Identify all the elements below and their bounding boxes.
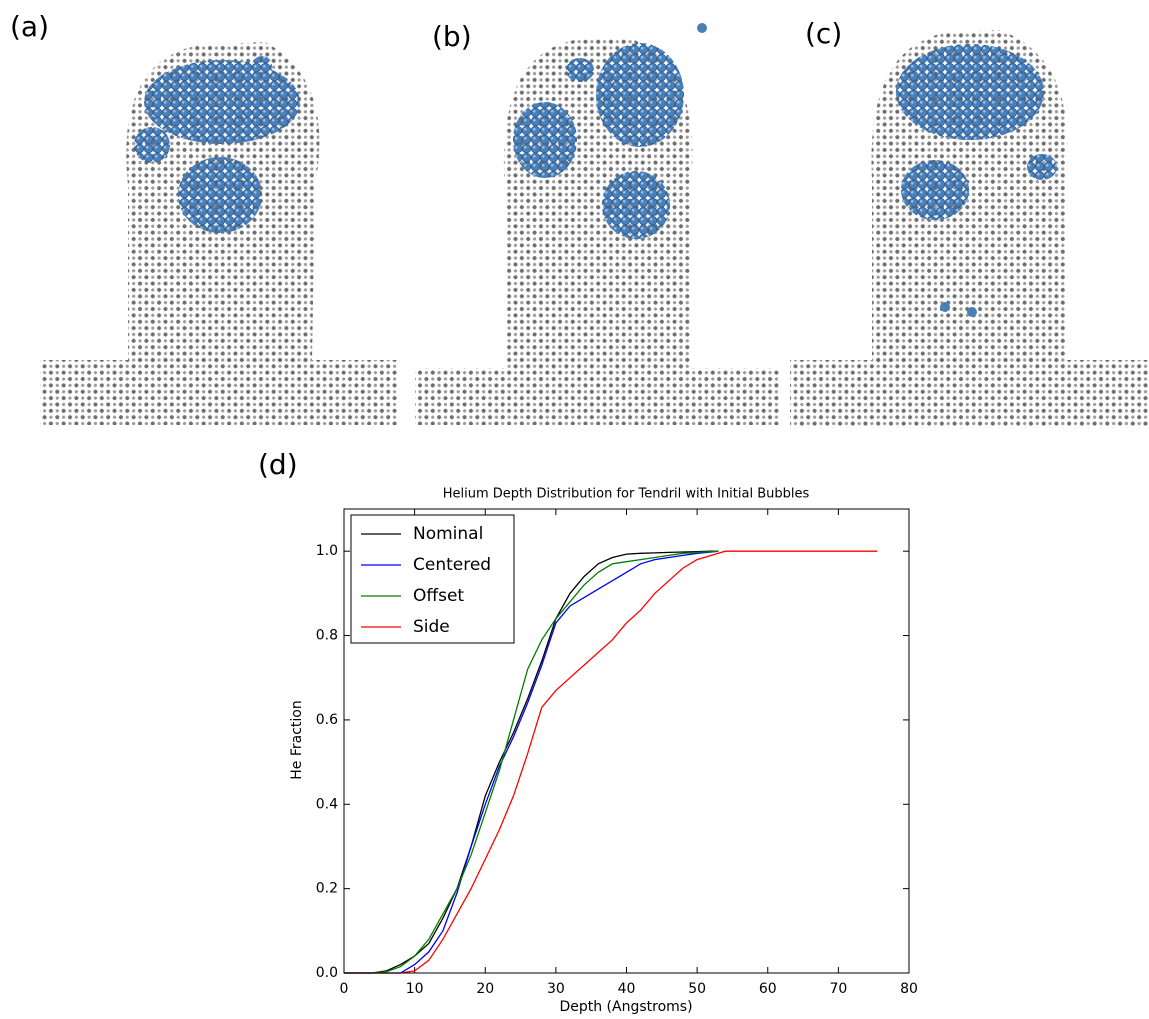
x-tick-label: 80	[900, 981, 918, 997]
panel-a-image	[40, 42, 398, 425]
y-tick-label: 0.2	[316, 881, 338, 897]
x-axis-label: Depth (Angstroms)	[559, 999, 692, 1015]
data-line	[344, 550, 719, 974]
x-tick-label: 30	[547, 981, 565, 997]
x-tick-label: 60	[759, 981, 777, 997]
x-tick-label: 70	[829, 981, 847, 997]
y-tick-label: 0.6	[316, 712, 338, 728]
data-line	[344, 550, 719, 974]
data-line	[344, 550, 719, 974]
x-tick-label: 40	[618, 981, 636, 997]
y-tick-label: 0.8	[316, 628, 338, 644]
panel-c-image	[790, 30, 1149, 428]
legend-label: Offset	[413, 586, 464, 606]
panel-label: (c)	[805, 17, 842, 50]
panel-b-image	[415, 23, 780, 425]
x-tick-label: 50	[688, 981, 706, 997]
x-tick-label: 10	[406, 981, 424, 997]
panel-label: (a)	[10, 10, 49, 43]
panel-label: (b)	[432, 20, 472, 53]
legend-label: Nominal	[413, 524, 483, 544]
axes-frame	[343, 508, 910, 974]
x-tick-label: 20	[476, 981, 494, 997]
x-tick-label: 0	[340, 981, 349, 997]
legend-label: Centered	[413, 555, 491, 575]
data-line	[344, 550, 878, 974]
y-tick-label: 0.0	[316, 965, 338, 981]
legend-box	[350, 514, 515, 644]
y-axis-label: He Fraction	[289, 700, 305, 779]
chart-title: Helium Depth Distribution for Tendril wi…	[443, 487, 810, 502]
legend-label: Side	[413, 617, 450, 637]
panel-label: (d)	[258, 448, 298, 481]
y-tick-label: 0.4	[316, 796, 338, 812]
y-tick-label: 1.0	[316, 543, 338, 559]
